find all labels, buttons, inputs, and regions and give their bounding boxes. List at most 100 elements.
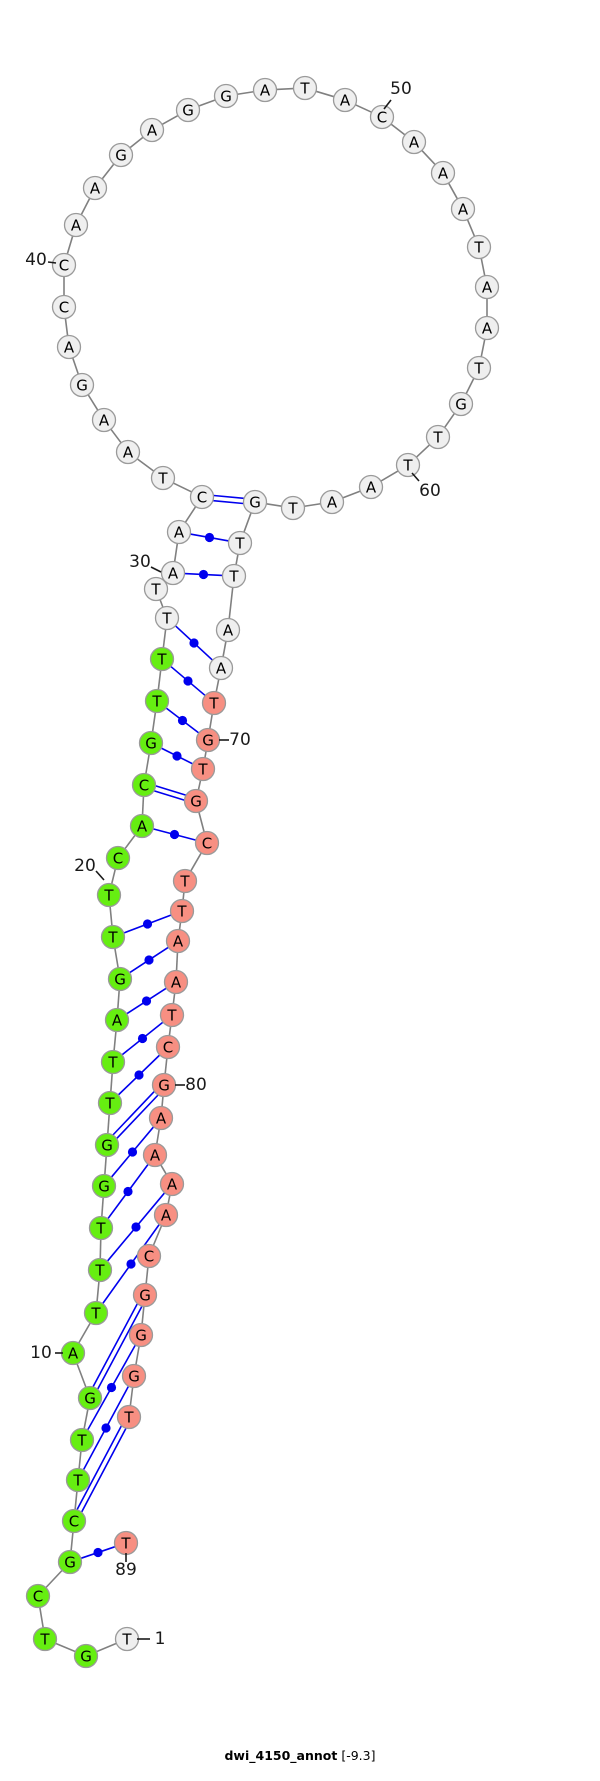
nucleotide-67-A[interactable]: A [208,655,234,681]
nucleotide-2-G[interactable]: G [73,1643,99,1669]
nucleotide-29-T[interactable]: T [143,576,169,602]
nucleotide-32-C[interactable]: C [189,484,215,510]
nucleotide-46-A[interactable]: A [252,77,278,103]
nucleotide-1-T[interactable]: T [114,1626,140,1652]
backbone-segment [80,197,91,216]
nucleotide-26-T[interactable]: T [144,688,170,714]
nucleotide-base-letter: A [99,412,110,430]
nucleotide-6-C[interactable]: C [61,1508,87,1534]
nucleotide-50-A[interactable]: A [401,129,427,155]
nucleotide-39-C[interactable]: C [51,252,77,278]
nucleotide-24-C[interactable]: C [131,772,157,798]
nucleotide-12-T[interactable]: T [87,1257,113,1283]
nucleotide-77-T[interactable]: T [159,1002,185,1028]
nucleotide-73-T[interactable]: T [172,868,198,894]
nucleotide-52-A[interactable]: A [450,196,476,222]
nucleotide-64-T[interactable]: T [227,530,253,556]
backbone-segment [160,1164,167,1175]
nucleotide-57-G[interactable]: G [448,391,474,417]
nucleotide-83-A[interactable]: A [153,1202,179,1228]
nucleotide-69-G[interactable]: G [195,727,221,753]
nucleotide-36-G[interactable]: G [69,372,95,398]
nucleotide-base-letter: G [202,732,214,750]
nucleotide-38-C[interactable]: C [51,294,77,320]
nucleotide-9-G[interactable]: G [77,1385,103,1411]
nucleotide-37-A[interactable]: A [56,334,82,360]
nucleotide-28-T[interactable]: T [154,605,180,631]
nucleotide-49-C[interactable]: C [369,104,395,130]
nucleotide-4-C[interactable]: C [25,1583,51,1609]
nucleotide-47-T[interactable]: T [292,75,318,101]
nucleotide-34-A[interactable]: A [115,439,141,465]
nucleotide-76-A[interactable]: A [163,969,189,995]
nucleotide-63-G[interactable]: G [242,489,268,515]
nucleotide-30-A[interactable]: A [160,560,186,586]
nucleotide-8-T[interactable]: T [69,1427,95,1453]
nucleotide-base-letter: A [458,201,469,219]
nucleotide-22-C[interactable]: C [105,845,131,871]
nucleotide-17-T[interactable]: T [100,1049,126,1075]
nucleotide-45-G[interactable]: G [213,83,239,109]
nucleotide-31-A[interactable]: A [166,519,192,545]
nucleotide-35-A[interactable]: A [91,407,117,433]
nucleotide-89-T[interactable]: T [113,1530,139,1556]
nucleotide-19-G[interactable]: G [107,966,133,992]
nucleotide-78-C[interactable]: C [155,1034,181,1060]
nucleotide-13-T[interactable]: T [88,1215,114,1241]
nucleotide-60-A[interactable]: A [358,474,384,500]
caption-free-energy: [-9.3] [341,1748,376,1763]
nucleotide-65-T[interactable]: T [221,563,247,589]
nucleotide-23-A[interactable]: A [129,813,155,839]
nucleotide-20-T[interactable]: T [100,924,126,950]
nucleotide-18-A[interactable]: A [104,1007,130,1033]
nucleotide-80-A[interactable]: A [148,1105,174,1131]
nucleotide-74-T[interactable]: T [169,898,195,924]
nucleotide-75-A[interactable]: A [165,928,191,954]
nucleotide-51-A[interactable]: A [430,160,456,186]
nucleotide-41-A[interactable]: A [82,175,108,201]
nucleotide-10-A[interactable]: A [60,1340,86,1366]
nucleotide-48-A[interactable]: A [332,87,358,113]
nucleotide-54-A[interactable]: A [474,274,500,300]
nucleotide-base-letter: A [137,818,148,836]
nucleotide-25-G[interactable]: G [138,730,164,756]
nucleotide-71-G[interactable]: G [183,788,209,814]
nucleotide-3-T[interactable]: T [32,1626,58,1652]
nucleotide-88-T[interactable]: T [116,1404,142,1430]
nucleotide-70-T[interactable]: T [190,756,216,782]
backbone-segment [173,543,179,562]
nucleotide-16-T[interactable]: T [97,1090,123,1116]
nucleotide-42-G[interactable]: G [108,142,134,168]
nucleotide-5-G[interactable]: G [57,1549,83,1575]
nucleotide-62-T[interactable]: T [280,495,306,521]
backbone-segment [76,1363,87,1388]
nucleotide-53-T[interactable]: T [466,234,492,260]
nucleotide-11-T[interactable]: T [83,1300,109,1326]
nucleotide-58-T[interactable]: T [425,424,451,450]
nucleotide-55-A[interactable]: A [474,315,500,341]
nucleotide-68-T[interactable]: T [201,690,227,716]
nucleotide-27-T[interactable]: T [149,646,175,672]
backbone-segment [222,641,227,657]
nucleotide-72-C[interactable]: C [194,830,220,856]
nucleotide-33-T[interactable]: T [150,465,176,491]
nucleotide-44-G[interactable]: G [175,97,201,123]
nucleotide-21-T[interactable]: T [96,882,122,908]
nucleotide-59-T[interactable]: T [395,452,421,478]
nucleotide-87-G[interactable]: G [121,1363,147,1389]
nucleotide-15-G[interactable]: G [94,1132,120,1158]
nucleotide-40-A[interactable]: A [63,212,89,238]
nucleotide-79-G[interactable]: G [151,1072,177,1098]
nucleotide-84-C[interactable]: C [136,1243,162,1269]
nucleotide-14-G[interactable]: G [91,1173,117,1199]
nucleotide-66-A[interactable]: A [215,617,241,643]
nucleotide-86-G[interactable]: G [128,1322,154,1348]
nucleotide-61-A[interactable]: A [319,489,345,515]
nucleotide-43-A[interactable]: A [139,117,165,143]
nucleotide-85-G[interactable]: G [132,1282,158,1308]
nucleotide-82-A[interactable]: A [159,1171,185,1197]
nucleotide-81-A[interactable]: A [142,1142,168,1168]
nucleotide-7-T[interactable]: T [65,1467,91,1493]
nucleotide-56-T[interactable]: T [466,355,492,381]
nucleotide-base-letter: G [190,793,202,811]
